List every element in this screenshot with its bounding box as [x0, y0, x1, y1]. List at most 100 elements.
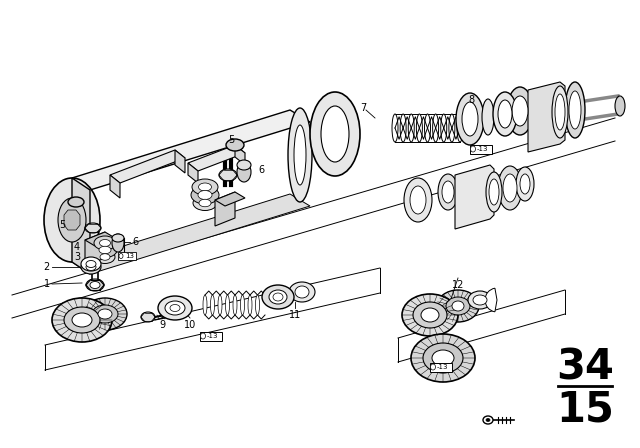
Polygon shape: [235, 145, 245, 165]
Bar: [118, 252, 136, 260]
Ellipse shape: [95, 250, 115, 263]
Text: 6: 6: [132, 237, 138, 247]
Ellipse shape: [237, 160, 251, 170]
Polygon shape: [85, 232, 115, 246]
Ellipse shape: [417, 114, 422, 142]
Ellipse shape: [68, 197, 84, 207]
Ellipse shape: [199, 199, 211, 207]
Ellipse shape: [112, 234, 124, 252]
Ellipse shape: [437, 290, 479, 322]
Ellipse shape: [486, 418, 490, 422]
Polygon shape: [72, 178, 90, 274]
Ellipse shape: [503, 174, 517, 202]
Ellipse shape: [192, 179, 218, 195]
Ellipse shape: [241, 295, 244, 315]
Ellipse shape: [203, 295, 207, 315]
Ellipse shape: [269, 290, 287, 304]
Ellipse shape: [90, 281, 100, 289]
Text: 6: 6: [258, 165, 264, 175]
Text: 34: 34: [556, 347, 614, 389]
Text: -13: -13: [207, 333, 218, 339]
Ellipse shape: [193, 195, 217, 211]
Wedge shape: [485, 288, 497, 312]
Ellipse shape: [98, 309, 112, 319]
Polygon shape: [85, 232, 105, 266]
Polygon shape: [188, 145, 245, 171]
Ellipse shape: [165, 301, 185, 315]
Ellipse shape: [452, 301, 464, 311]
Ellipse shape: [449, 114, 455, 142]
Ellipse shape: [112, 234, 124, 242]
Ellipse shape: [565, 82, 585, 138]
Bar: [430, 363, 452, 372]
Ellipse shape: [100, 254, 110, 260]
Ellipse shape: [273, 293, 283, 301]
Ellipse shape: [94, 236, 116, 250]
Ellipse shape: [81, 260, 101, 274]
Polygon shape: [64, 210, 80, 230]
Ellipse shape: [86, 263, 96, 271]
Ellipse shape: [483, 416, 493, 424]
Ellipse shape: [219, 169, 237, 181]
Polygon shape: [110, 175, 120, 198]
Polygon shape: [72, 194, 310, 274]
Ellipse shape: [83, 298, 127, 330]
Ellipse shape: [456, 93, 484, 145]
Ellipse shape: [431, 364, 435, 370]
Text: 1: 1: [44, 279, 50, 289]
Ellipse shape: [255, 295, 259, 315]
Ellipse shape: [99, 246, 111, 254]
Ellipse shape: [498, 100, 512, 128]
Polygon shape: [188, 163, 198, 183]
Bar: [200, 332, 222, 341]
Ellipse shape: [81, 257, 101, 271]
Ellipse shape: [44, 178, 100, 262]
Ellipse shape: [433, 114, 438, 142]
Ellipse shape: [225, 295, 230, 315]
Text: 15: 15: [556, 389, 614, 431]
Ellipse shape: [392, 114, 398, 142]
Ellipse shape: [52, 298, 112, 342]
Ellipse shape: [441, 114, 447, 142]
Ellipse shape: [288, 108, 312, 202]
Ellipse shape: [555, 94, 565, 130]
Text: 5: 5: [59, 220, 65, 230]
Ellipse shape: [498, 166, 522, 210]
Ellipse shape: [413, 302, 447, 328]
Ellipse shape: [446, 297, 470, 315]
Ellipse shape: [226, 139, 244, 151]
Ellipse shape: [92, 305, 118, 323]
Ellipse shape: [237, 162, 251, 182]
Ellipse shape: [170, 305, 180, 311]
Polygon shape: [215, 192, 235, 226]
Ellipse shape: [233, 295, 237, 315]
Text: 3: 3: [74, 252, 80, 262]
Ellipse shape: [408, 114, 414, 142]
Ellipse shape: [64, 307, 100, 333]
Ellipse shape: [119, 254, 123, 258]
Ellipse shape: [421, 308, 439, 322]
Ellipse shape: [411, 334, 475, 382]
Text: 11: 11: [289, 310, 301, 320]
Ellipse shape: [507, 87, 533, 135]
Ellipse shape: [423, 343, 463, 373]
Ellipse shape: [321, 106, 349, 162]
Polygon shape: [110, 150, 185, 183]
Ellipse shape: [489, 179, 499, 205]
Ellipse shape: [218, 295, 222, 315]
Ellipse shape: [294, 125, 306, 185]
Ellipse shape: [86, 279, 104, 291]
Ellipse shape: [86, 260, 96, 267]
Text: 10: 10: [184, 320, 196, 330]
Ellipse shape: [310, 92, 360, 176]
Ellipse shape: [432, 350, 454, 366]
Ellipse shape: [470, 146, 476, 152]
Ellipse shape: [211, 295, 214, 315]
Ellipse shape: [486, 172, 502, 212]
Ellipse shape: [141, 312, 155, 322]
Ellipse shape: [520, 174, 530, 194]
Ellipse shape: [442, 181, 454, 203]
Ellipse shape: [404, 178, 432, 222]
Ellipse shape: [493, 92, 517, 136]
Ellipse shape: [400, 114, 406, 142]
